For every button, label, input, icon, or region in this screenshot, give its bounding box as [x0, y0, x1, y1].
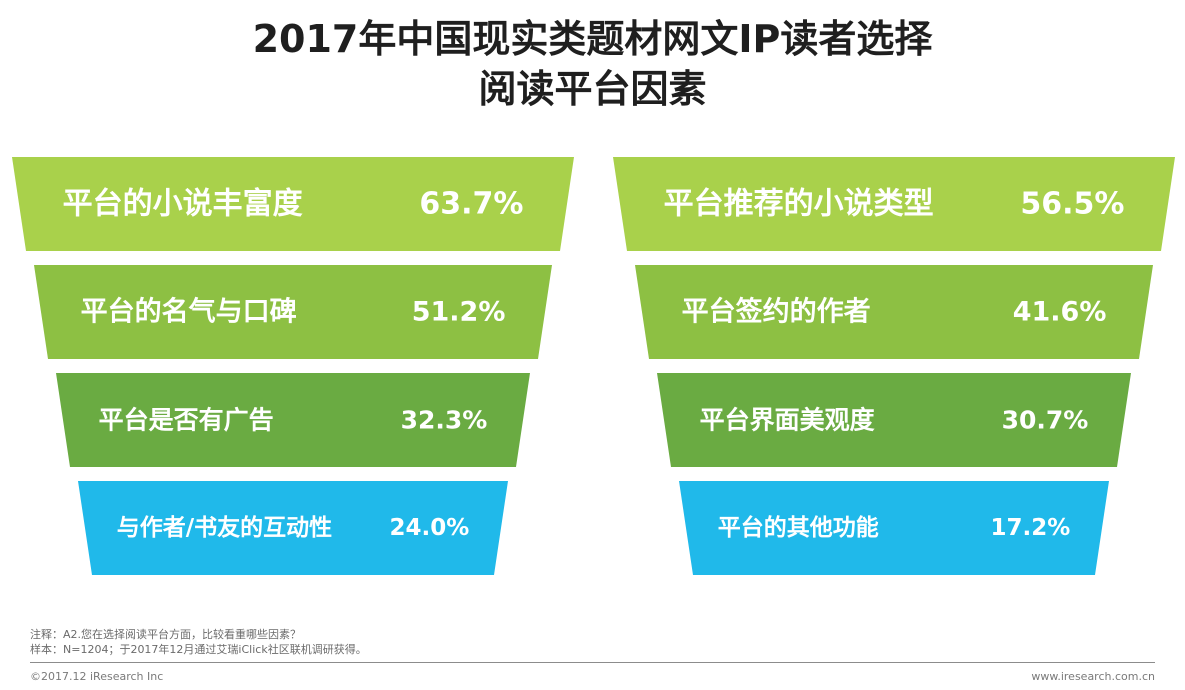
footnote-note: 注释：A2.您在选择阅读平台方面，比较看重哪些因素？ — [30, 628, 302, 641]
funnel-charts: 平台的小说丰富度 63.7% 平台的名气与口碑 51.2% 平台是否有广告 32.3% 与作… — [12, 157, 1175, 575]
funnel-segment — [12, 157, 574, 251]
chart-title-line1: 2017年中国现实类题材网文IP读者选择 — [252, 17, 933, 61]
funnel-chart-2: 平台推荐的小说类型 56.5% 平台签约的作者 41.6% 平台界面美观度 30.7% 平台… — [613, 157, 1175, 575]
funnel-segment — [34, 265, 552, 359]
footer-divider — [30, 662, 1155, 663]
funnel-value-label: 51.2% — [412, 297, 506, 328]
funnel-category-label: 平台界面美观度 — [700, 406, 875, 435]
chart-title-line2: 阅读平台因素 — [478, 67, 707, 111]
funnel-chart-1: 平台的小说丰富度 63.7% 平台的名气与口碑 51.2% 平台是否有广告 32.3% 与作… — [12, 157, 574, 575]
funnel-value-label: 17.2% — [991, 515, 1071, 541]
funnel-segment — [635, 265, 1153, 359]
funnel-segment — [613, 157, 1175, 251]
funnel-value-label: 56.5% — [1020, 187, 1124, 222]
copyright-text: ©2017.12 iResearch Inc — [30, 670, 164, 683]
funnel-segment — [679, 481, 1109, 575]
funnel-segment — [657, 373, 1131, 467]
funnel-value-label: 41.6% — [1013, 297, 1107, 328]
funnel-category-label: 平台的名气与口碑 — [81, 296, 297, 328]
funnel-segment — [78, 481, 508, 575]
funnel-value-label: 32.3% — [401, 406, 488, 435]
funnel-category-label: 与作者/书友的互动性 — [117, 514, 332, 541]
funnel-category-label: 平台是否有广告 — [99, 406, 274, 435]
funnel-category-label: 平台的小说丰富度 — [63, 187, 303, 222]
funnel-category-label: 平台签约的作者 — [682, 296, 871, 328]
funnel-category-label: 平台推荐的小说类型 — [664, 187, 934, 222]
footnote: 注释：A2.您在选择阅读平台方面，比较看重哪些因素？ 样本：N=1204；于20… — [30, 627, 367, 657]
funnel-value-label: 24.0% — [390, 515, 470, 541]
chart-title: 2017年中国现实类题材网文IP读者选择 阅读平台因素 — [0, 14, 1185, 114]
funnel-value-label: 30.7% — [1002, 406, 1089, 435]
funnel-value-label: 63.7% — [419, 187, 523, 222]
footnote-sample: 样本：N=1204；于2017年12月通过艾瑞iClick社区联机调研获得。 — [30, 643, 367, 656]
website-text: www.iresearch.com.cn — [1031, 670, 1155, 683]
funnel-segment — [56, 373, 530, 467]
funnel-category-label: 平台的其他功能 — [718, 514, 879, 541]
